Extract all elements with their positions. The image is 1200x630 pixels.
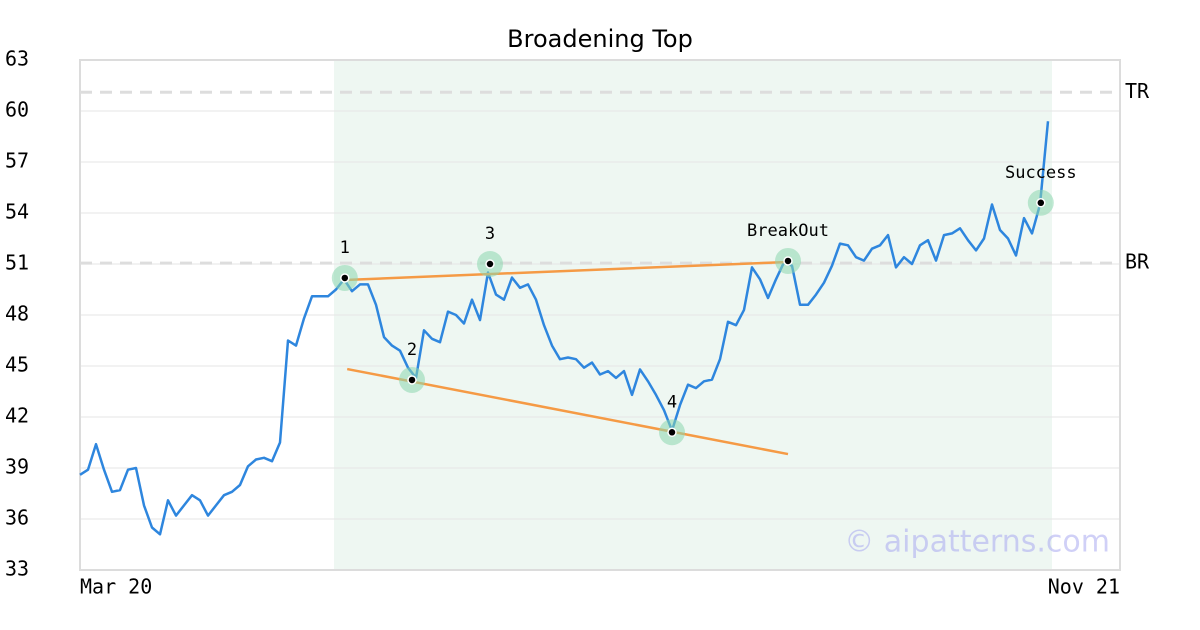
y-tick-label: 63: [5, 47, 29, 71]
watermark: © aipatterns.com: [844, 525, 1110, 560]
marker-label: 1: [340, 238, 350, 258]
y-tick-label: 45: [5, 353, 29, 377]
plot-frame: [79, 59, 1121, 571]
marker-label: 2: [407, 340, 417, 360]
y-tick-label: 54: [5, 200, 29, 224]
x-tick-label: Mar 20: [80, 575, 152, 599]
marker-dot: [783, 256, 793, 266]
marker-label: BreakOut: [747, 221, 829, 241]
marker-dot: [407, 375, 417, 385]
y-tick-label: 51: [5, 251, 29, 275]
reference-label: BR: [1125, 250, 1150, 274]
reference-label: TR: [1125, 79, 1150, 103]
price-line: [79, 121, 1050, 536]
x-tick-label: Nov 21: [1048, 575, 1120, 599]
marker-label: 4: [667, 392, 677, 412]
marker-dot: [485, 259, 495, 269]
chart-title: Broadening Top: [507, 25, 693, 53]
marker-dot: [667, 427, 677, 438]
marker-label: 3: [485, 224, 495, 244]
marker-label: Success: [1005, 163, 1077, 183]
y-tick-label: 39: [5, 455, 29, 479]
y-tick-label: 60: [5, 98, 29, 122]
y-tick-label: 42: [5, 404, 29, 428]
marker-dot: [340, 273, 350, 283]
y-tick-label: 57: [5, 149, 29, 173]
marker-dot: [1036, 198, 1046, 208]
y-tick-label: 48: [5, 302, 29, 326]
trend-line: [344, 260, 789, 282]
y-tick-label: 33: [5, 557, 29, 581]
y-tick-label: 36: [5, 506, 29, 530]
